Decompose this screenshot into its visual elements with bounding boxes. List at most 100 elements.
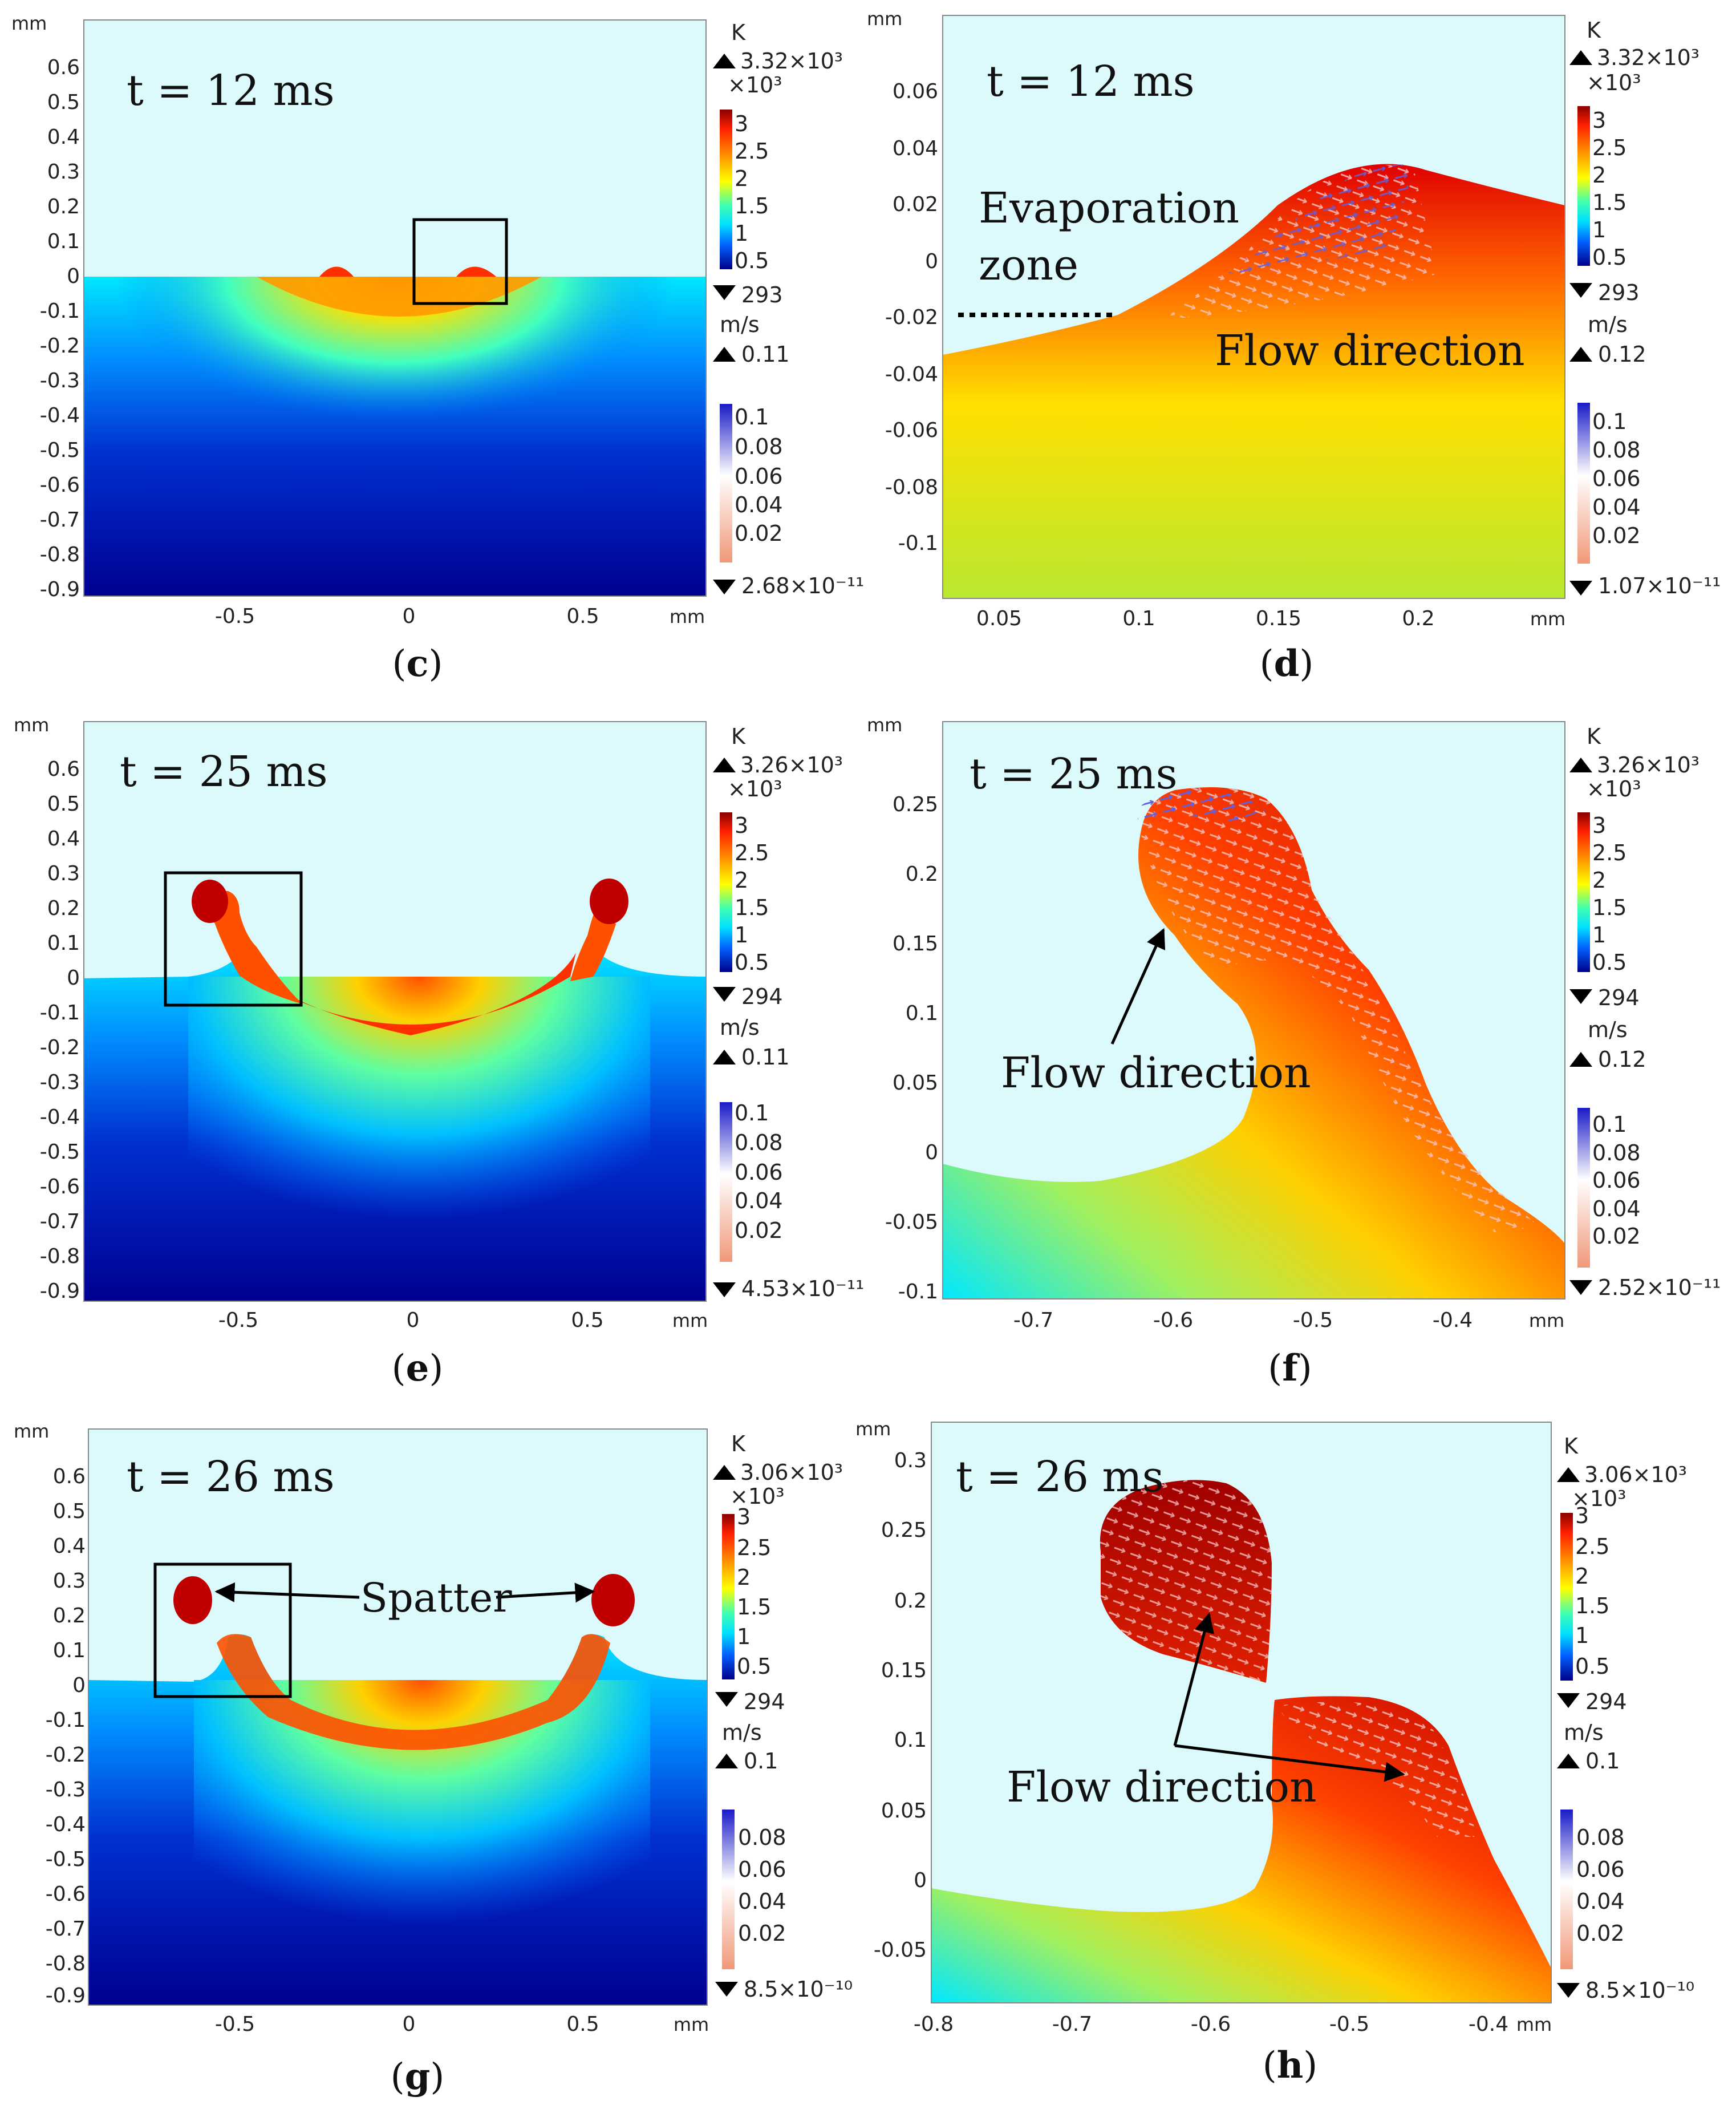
- y-tick: -0.3: [46, 1778, 86, 1802]
- velocity-colorbar: m/s 0.1 0.08 0.06 0.04 0.02 8.5×10⁻¹⁰: [1557, 1720, 1694, 2003]
- y-tick: 0.04: [893, 137, 938, 160]
- panel-caption: (g): [391, 2055, 445, 2098]
- x-tick: 0.5: [571, 1309, 603, 1332]
- max-triangle-icon: [715, 1754, 738, 1768]
- temp-tick: 0.5: [735, 248, 769, 273]
- y-tick: 0.5: [47, 91, 80, 114]
- y-tick: -0.3: [40, 369, 80, 392]
- y-unit: mm: [14, 1420, 49, 1442]
- max-triangle-icon: [1557, 1754, 1580, 1768]
- y-tick: 0.1: [47, 932, 80, 955]
- y-tick: -0.2: [40, 1036, 80, 1059]
- y-tick: 0.5: [53, 1500, 86, 1523]
- zoom-box: [412, 218, 508, 305]
- y-tick: -0.1: [40, 299, 80, 323]
- y-tick: 0.6: [47, 56, 80, 79]
- y-tick: -0.4: [40, 404, 80, 427]
- y-tick: 0.25: [881, 1519, 927, 1542]
- vel-min: 4.53×10⁻¹¹: [741, 1276, 864, 1301]
- flow-vectors: [1141, 787, 1540, 1232]
- temp-tick: 1.5: [737, 1594, 771, 1620]
- y-ticks: 0.6 0.5 0.4 0.3 0.2 0.1 0 -0.1 -0.2 -0.3…: [40, 758, 80, 1303]
- time-label: t = 25 ms: [970, 750, 1178, 799]
- y-tick: -0.1: [898, 1280, 938, 1304]
- temp-tick: 1.5: [1575, 1593, 1609, 1618]
- vel-tick: 0.1: [735, 404, 769, 430]
- temp-tick: 3: [1592, 108, 1606, 133]
- temp-max: 3.06×10³: [740, 1460, 843, 1485]
- y-tick: 0.15: [893, 932, 938, 956]
- vel-tick: 0.06: [738, 1857, 786, 1882]
- vel-tick: 0.06: [1576, 1857, 1625, 1882]
- vel-tick: 0.1: [735, 1100, 769, 1126]
- vel-tick: 0.1: [1592, 409, 1627, 434]
- y-tick: 0.15: [881, 1659, 927, 1682]
- vel-tick: 0.08: [735, 1130, 783, 1155]
- plot-frame: [942, 721, 1565, 1300]
- x-tick: -0.4: [1433, 1309, 1473, 1332]
- flow-arrow-up: [1173, 1612, 1214, 1746]
- temp-unit: K: [1564, 1434, 1579, 1459]
- flow-direction-label: Flow direction: [1001, 1049, 1311, 1098]
- min-triangle-icon: [1569, 581, 1592, 596]
- x-tick: -0.5: [215, 605, 255, 628]
- temp-tick: 0.5: [1575, 1654, 1609, 1679]
- y-tick: 0: [925, 250, 938, 273]
- time-label: t = 26 ms: [956, 1452, 1164, 1501]
- flow-vectors: [1100, 1480, 1272, 1683]
- y-tick: 0.25: [893, 793, 938, 816]
- y-unit: mm: [867, 8, 902, 30]
- temp-tick: 3: [737, 1504, 751, 1529]
- x-tick: 0.2: [1402, 607, 1434, 630]
- temp-tick: 2: [737, 1565, 751, 1590]
- melt-pool-rim: [217, 1634, 610, 1750]
- time-label: t = 12 ms: [127, 66, 335, 115]
- plot-frame: [88, 1428, 708, 2006]
- velocity-colorbar: m/s 0.1 0.08 0.06 0.04 0.02 8.5×10⁻¹⁰: [715, 1720, 853, 2002]
- panel-f: t = 25 ms Flow direction mm 0.25 0.2 0.1…: [867, 714, 1721, 1390]
- y-tick: 0.2: [906, 863, 938, 886]
- temp-tick: 0.5: [1592, 245, 1627, 270]
- max-triangle-icon: [1569, 347, 1592, 362]
- x-tick: 0.5: [566, 605, 599, 628]
- melt-pool: [257, 277, 542, 317]
- temp-scale: ×10³: [728, 776, 782, 801]
- min-triangle-icon: [715, 1692, 738, 1707]
- y-tick: -0.8: [40, 543, 80, 566]
- y-ticks: 0.6 0.5 0.4 0.3 0.2 0.1 0 -0.1 -0.2 -0.3…: [46, 1465, 86, 2007]
- x-tick: 0: [407, 1309, 420, 1332]
- y-tick: 0.3: [894, 1449, 927, 1472]
- min-triangle-icon: [715, 1982, 738, 1997]
- temp-tick: 2.5: [735, 840, 769, 865]
- zoom-box: [164, 871, 303, 1007]
- y-tick: 0.6: [47, 758, 80, 781]
- y-tick: -0.1: [898, 532, 938, 555]
- time-label: t = 12 ms: [987, 57, 1195, 106]
- x-tick: 0: [403, 605, 416, 628]
- y-tick: 0: [67, 966, 80, 990]
- velocity-colorbar: m/s 0.11 0.1 0.08 0.06 0.04 0.02 4.53×10…: [713, 1015, 864, 1301]
- temperature-colorbar: K 3.32×10³ ×10³ 3 2.5 2 1.5 1 0.5 293: [713, 20, 843, 307]
- flow-direction-label: Flow direction: [1215, 326, 1525, 375]
- y-tick: -0.6: [46, 1883, 86, 1906]
- vel-tick: 0.08: [738, 1825, 786, 1850]
- temp-tick: 2: [1592, 868, 1606, 893]
- vel-unit: m/s: [1588, 1017, 1628, 1042]
- flow-direction-label: Flow direction: [1007, 1763, 1317, 1812]
- y-unit: mm: [14, 714, 49, 736]
- x-tick: -0.7: [1013, 1309, 1053, 1332]
- vel-bar: [1577, 403, 1590, 564]
- y-tick: -0.9: [40, 1280, 80, 1303]
- temp-min: 294: [744, 1689, 785, 1714]
- zoom-box: [153, 1562, 292, 1698]
- temp-unit: K: [731, 1431, 746, 1456]
- plot-frame: [942, 15, 1565, 599]
- vel-unit: m/s: [1564, 1720, 1604, 1745]
- flow-vectors-fast: [1226, 164, 1414, 274]
- temp-bar: [1577, 812, 1590, 972]
- x-tick: 0.5: [566, 2013, 599, 2036]
- min-triangle-icon: [1569, 989, 1592, 1004]
- panel-caption: (c): [392, 642, 443, 685]
- vel-max: 0.1: [744, 1748, 778, 1774]
- zone-label: zone: [979, 241, 1078, 290]
